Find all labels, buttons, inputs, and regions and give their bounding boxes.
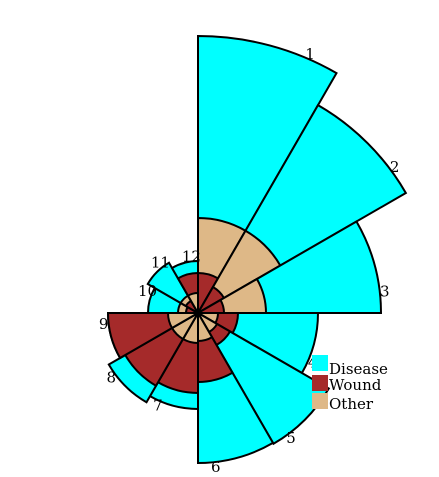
- month-label-1: 1: [305, 45, 315, 63]
- legend-item-wound: Wound: [312, 375, 382, 394]
- chart-wedges: [106, 34, 408, 465]
- month-label-9: 9: [99, 315, 109, 333]
- month-label-3: 3: [380, 282, 390, 300]
- wedge-month-5-disease: [195, 310, 331, 446]
- chart-legend: Disease Wound Other: [312, 355, 388, 413]
- month-label-5: 5: [286, 429, 296, 447]
- legend-label-disease: Disease: [329, 360, 388, 378]
- month-label-8: 8: [107, 368, 117, 386]
- month-label-6: 6: [211, 458, 221, 476]
- month-label-12: 12: [182, 247, 201, 265]
- legend-label-wound: Wound: [329, 376, 382, 394]
- month-label-7: 7: [153, 397, 163, 415]
- legend-swatch-disease: [312, 355, 328, 371]
- wedge-month-12-other: [186, 291, 199, 317]
- legend-item-other: Other: [312, 393, 374, 413]
- legend-label-other: Other: [329, 395, 374, 413]
- month-label-11: 11: [151, 253, 170, 271]
- month-label-10: 10: [138, 282, 157, 300]
- legend-item-disease: Disease: [312, 355, 388, 378]
- legend-swatch-other: [312, 393, 328, 409]
- month-label-2: 2: [390, 158, 400, 176]
- legend-swatch-wound: [312, 375, 328, 391]
